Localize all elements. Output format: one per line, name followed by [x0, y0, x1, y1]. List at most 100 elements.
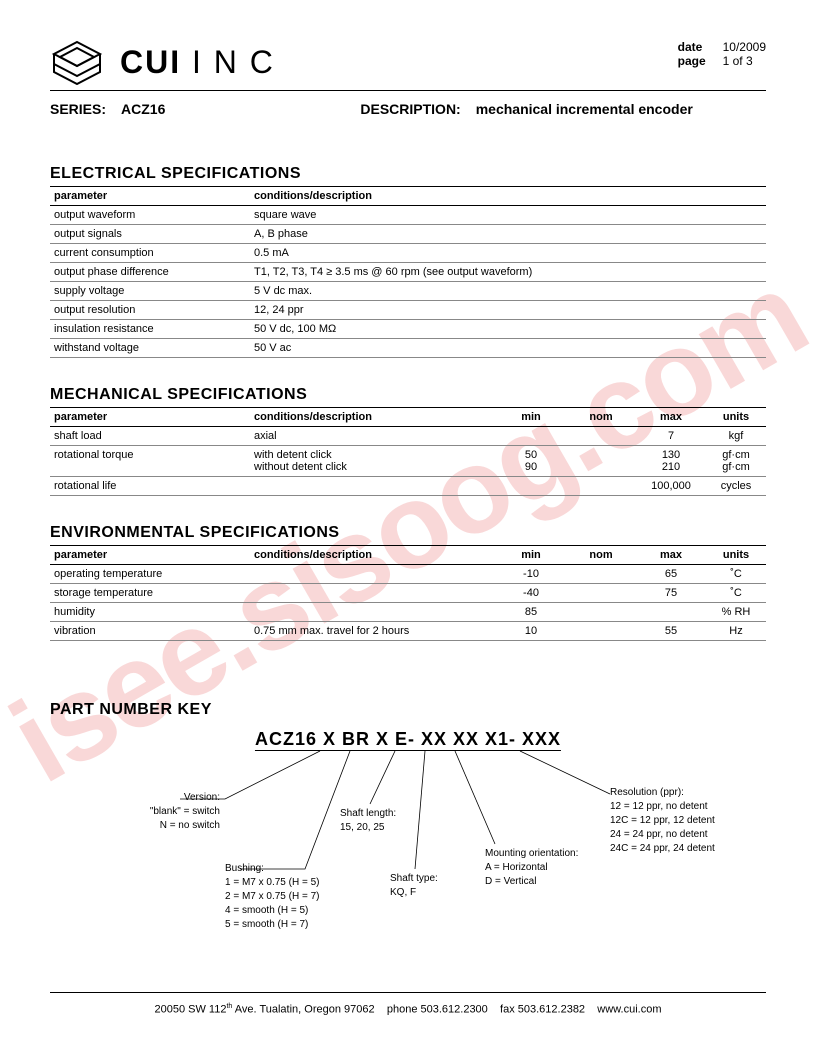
date-label: date — [678, 40, 713, 54]
part-key-title: PART NUMBER KEY — [50, 701, 766, 719]
table-row: withstand voltage50 V ac — [50, 339, 766, 358]
table-row: insulation resistance50 V dc, 100 MΩ — [50, 320, 766, 339]
footer-phone: phone 503.612.2300 — [387, 1004, 488, 1016]
company-name: CUI I N C — [120, 44, 275, 81]
cell-cond — [250, 584, 496, 603]
table-row: output phase differenceT1, T2, T3, T4 ≥ … — [50, 263, 766, 282]
cell-nom — [566, 477, 636, 496]
cui-logo-icon — [50, 40, 105, 85]
cell-min — [496, 427, 566, 446]
cell-nom — [566, 622, 636, 641]
cell-max: 55 — [636, 622, 706, 641]
table-row: output waveformsquare wave — [50, 206, 766, 225]
cell-units: kgf — [706, 427, 766, 446]
cell-nom — [566, 446, 636, 477]
cell-nom — [566, 427, 636, 446]
table-row: operating temperature -10 65 ˚C — [50, 565, 766, 584]
electrical-table: parameter conditions/description output … — [50, 186, 766, 358]
header-rule — [50, 90, 766, 91]
date-value: 10/2009 — [723, 40, 766, 54]
cell-cond: 0.5 mA — [250, 244, 766, 263]
cell-cond: T1, T2, T3, T4 ≥ 3.5 ms @ 60 rpm (see ou… — [250, 263, 766, 282]
cell-cond: 0.75 mm max. travel for 2 hours — [250, 622, 496, 641]
cell-max: 75 — [636, 584, 706, 603]
cell-cond: 12, 24 ppr — [250, 301, 766, 320]
th-conditions: conditions/description — [250, 408, 496, 427]
cell-units: % RH — [706, 603, 766, 622]
footer-web: www.cui.com — [597, 1004, 661, 1016]
table-row: rotational life 100,000 cycles — [50, 477, 766, 496]
table-row: output resolution12, 24 ppr — [50, 301, 766, 320]
cell-param: output signals — [50, 225, 250, 244]
cell-param: storage temperature — [50, 584, 250, 603]
th-units: units — [706, 546, 766, 565]
cell-cond — [250, 603, 496, 622]
th-nom: nom — [566, 408, 636, 427]
cell-max: 65 — [636, 565, 706, 584]
cell-units: gf·cmgf·cm — [706, 446, 766, 477]
th-conditions: conditions/description — [250, 187, 766, 206]
key-bushing: Bushing:1 = M7 x 0.75 (H = 5)2 = M7 x 0.… — [225, 862, 320, 932]
th-parameter: parameter — [50, 187, 250, 206]
cell-nom — [566, 584, 636, 603]
key-version: Version:"blank" = switchN = no switch — [125, 791, 220, 833]
cell-units: ˚C — [706, 565, 766, 584]
cell-nom — [566, 565, 636, 584]
cell-cond: A, B phase — [250, 225, 766, 244]
cell-param: rotational life — [50, 477, 250, 496]
cell-cond: 5 V dc max. — [250, 282, 766, 301]
cell-cond: with detent clickwithout detent click — [250, 446, 496, 477]
cell-max: 130210 — [636, 446, 706, 477]
th-parameter: parameter — [50, 408, 250, 427]
cell-max — [636, 603, 706, 622]
cell-cond: 50 V dc, 100 MΩ — [250, 320, 766, 339]
table-row: storage temperature -40 75 ˚C — [50, 584, 766, 603]
cell-units: Hz — [706, 622, 766, 641]
cell-param: output waveform — [50, 206, 250, 225]
cell-cond — [250, 565, 496, 584]
page-value: 1 of 3 — [723, 54, 753, 68]
cell-cond — [250, 477, 496, 496]
table-row: humidity 85 % RH — [50, 603, 766, 622]
cell-param: current consumption — [50, 244, 250, 263]
mechanical-table: parameter conditions/description min nom… — [50, 407, 766, 496]
th-units: units — [706, 408, 766, 427]
th-parameter: parameter — [50, 546, 250, 565]
th-max: max — [636, 546, 706, 565]
cell-min — [496, 477, 566, 496]
cell-max: 100,000 — [636, 477, 706, 496]
logo-block: CUI I N C — [50, 40, 275, 85]
table-row: rotational torque with detent clickwitho… — [50, 446, 766, 477]
table-row: vibration 0.75 mm max. travel for 2 hour… — [50, 622, 766, 641]
cell-nom — [566, 603, 636, 622]
cell-param: vibration — [50, 622, 250, 641]
cell-param: shaft load — [50, 427, 250, 446]
key-shaft-length: Shaft length:15, 20, 25 — [340, 807, 396, 835]
description-label: DESCRIPTION: — [360, 101, 460, 117]
cell-max: 7 — [636, 427, 706, 446]
environmental-table: parameter conditions/description min nom… — [50, 545, 766, 641]
cell-min: 85 — [496, 603, 566, 622]
key-shaft-type: Shaft type:KQ, F — [390, 872, 438, 900]
cell-cond: axial — [250, 427, 496, 446]
cell-param: humidity — [50, 603, 250, 622]
electrical-title: ELECTRICAL SPECIFICATIONS — [50, 165, 766, 183]
th-min: min — [496, 546, 566, 565]
cell-cond: 50 V ac — [250, 339, 766, 358]
cell-param: supply voltage — [50, 282, 250, 301]
cell-min: 5090 — [496, 446, 566, 477]
cell-param: output phase difference — [50, 263, 250, 282]
cell-min: -40 — [496, 584, 566, 603]
series-description-row: SERIES: ACZ16 DESCRIPTION: mechanical in… — [50, 96, 766, 137]
key-resolution: Resolution (ppr):12 = 12 ppr, no detent1… — [610, 786, 715, 856]
table-row: output signalsA, B phase — [50, 225, 766, 244]
header: CUI I N C date 10/2009 page 1 of 3 — [50, 40, 766, 85]
cell-units: ˚C — [706, 584, 766, 603]
series-label: SERIES: — [50, 101, 106, 117]
table-row: current consumption0.5 mA — [50, 244, 766, 263]
part-key-diagram: ACZ16 X BR X E- XX XX X1- XXX Version:"b… — [50, 729, 766, 959]
page-label: page — [678, 54, 713, 68]
cell-param: withstand voltage — [50, 339, 250, 358]
th-max: max — [636, 408, 706, 427]
cell-units: cycles — [706, 477, 766, 496]
